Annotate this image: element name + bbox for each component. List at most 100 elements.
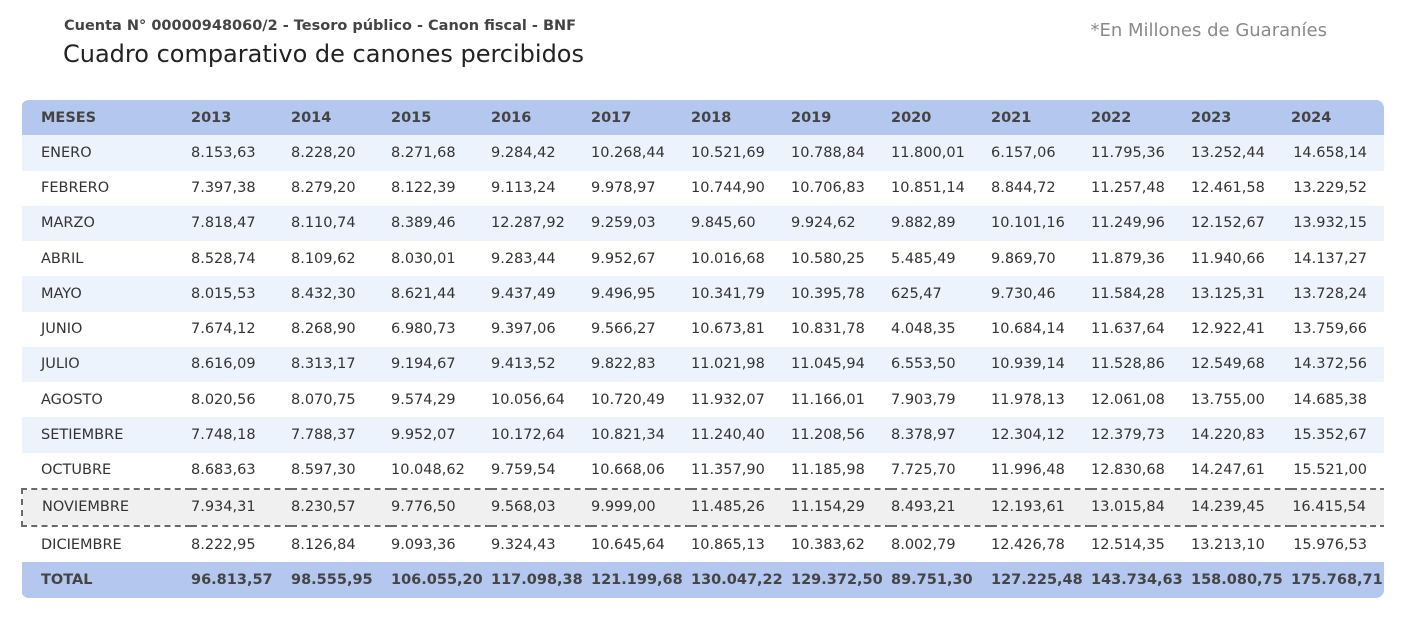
total-cell: 106.055,20 [391,571,483,588]
value-cell: 11.637,64 [1091,321,1165,338]
value-cell: 5.485,49 [891,250,956,267]
value-cell: 11.240,40 [691,426,765,443]
value-cell: 12.379,73 [1091,426,1165,443]
value-cell: 10.341,79 [691,285,765,302]
value-cell: 11.528,86 [1091,356,1165,373]
value-cell: 10.706,83 [791,180,865,197]
value-cell: 8.002,79 [891,536,956,553]
month-label: SETIEMBRE [41,426,124,443]
month-label: MAYO [41,285,82,302]
value-cell: 15.976,53 [1293,536,1367,553]
month-label: ABRIL [41,250,84,267]
table-row: DICIEMBRE 8.222,95 8.126,84 9.093,36 9.324,4… [22,526,1384,563]
value-cell: 13.125,31 [1191,285,1265,302]
value-cell: 10.645,64 [591,536,665,553]
total-cell: 143.734,63 [1091,571,1183,588]
value-cell: 7.934,31 [191,487,291,528]
value-cell: 9.869,70 [991,250,1056,267]
value-cell: 9.113,24 [491,180,556,197]
value-cell: 8.378,97 [891,426,956,443]
value-cell: 12.922,41 [1191,321,1265,338]
column-header-2023: 2023 [1191,109,1232,126]
value-cell: 11.166,01 [791,391,865,408]
value-cell: 9.759,54 [491,462,556,479]
column-header-2021: 2021 [991,109,1032,126]
value-cell: 8.126,84 [291,536,356,553]
value-cell: 8.020,56 [191,391,256,408]
value-cell: 10.851,14 [891,180,965,197]
month-label: OCTUBRE [41,462,112,479]
value-cell: 8.271,68 [391,144,456,161]
value-cell: 8.268,90 [291,321,356,338]
value-cell: 11.978,13 [991,391,1065,408]
value-cell: 9.568,03 [491,487,591,528]
value-cell: 7.674,12 [191,321,256,338]
value-cell: 11.800,01 [891,144,965,161]
month-label: ENERO [41,144,92,161]
value-cell: 10.684,14 [991,321,1065,338]
value-cell: 10.383,62 [791,536,865,553]
value-cell: 9.952,67 [591,250,656,267]
value-cell: 9.566,27 [591,321,656,338]
total-cell: 96.813,57 [191,571,273,588]
value-cell: 8.153,63 [191,144,256,161]
value-cell: 9.093,36 [391,536,456,553]
value-cell: 11.879,36 [1091,250,1165,267]
table-row: NOVIEMBRE 7.934,31 8.230,57 9.776,50 9.568,0… [21,487,1384,528]
value-cell: 9.574,29 [391,391,456,408]
value-cell: 9.730,46 [991,285,1056,302]
value-cell: 14.372,56 [1293,356,1367,373]
value-cell: 11.154,29 [791,487,891,528]
value-cell: 9.284,42 [491,144,556,161]
value-cell: 8.122,39 [391,180,456,197]
value-cell: 9.882,89 [891,215,956,232]
value-cell: 11.932,07 [691,391,765,408]
value-cell: 9.924,62 [791,215,856,232]
value-cell: 13.932,15 [1293,215,1367,232]
value-cell: 10.172,64 [491,426,565,443]
column-header-meses: MESES [41,109,97,126]
page-title: Cuadro comparativo de canones percibidos [63,40,584,68]
value-cell: 11.584,28 [1091,285,1165,302]
value-cell: 14.239,45 [1191,487,1291,528]
value-cell: 8.844,72 [991,180,1056,197]
column-header-2020: 2020 [891,109,932,126]
month-label: JUNIO [41,321,83,338]
value-cell: 9.283,44 [491,250,556,267]
value-cell: 11.795,36 [1091,144,1165,161]
table-row: JULIO 8.616,09 8.313,17 9.194,67 9.413,52 9.8… [22,346,1384,382]
value-cell: 9.822,83 [591,356,656,373]
value-cell: 12.461,58 [1191,180,1265,197]
month-label: MARZO [41,215,95,232]
month-label: JULIO [41,356,80,373]
value-cell: 11.357,90 [691,462,765,479]
month-label: DICIEMBRE [41,536,122,553]
column-header-2014: 2014 [291,109,332,126]
value-cell: 8.621,44 [391,285,456,302]
value-cell: 9.397,06 [491,321,556,338]
value-cell: 10.939,14 [991,356,1065,373]
value-cell: 11.021,98 [691,356,765,373]
value-cell: 10.821,34 [591,426,665,443]
value-cell: 14.220,83 [1191,426,1265,443]
value-cell: 12.549,68 [1191,356,1265,373]
value-cell: 11.996,48 [991,462,1065,479]
value-cell: 11.940,66 [1191,250,1265,267]
table-row: MARZO 7.818,47 8.110,74 8.389,46 12.287,92 9.… [22,205,1384,241]
value-cell: 6.157,06 [991,144,1056,161]
value-cell: 8.015,53 [191,285,256,302]
value-cell: 9.999,00 [591,487,691,528]
value-cell: 12.514,35 [1091,536,1165,553]
column-header-2024: 2024 [1291,109,1332,126]
value-cell: 11.045,94 [791,356,865,373]
value-cell: 6.980,73 [391,321,456,338]
value-cell: 9.194,67 [391,356,456,373]
value-cell: 9.324,43 [491,536,556,553]
value-cell: 14.658,14 [1293,144,1367,161]
value-cell: 9.496,95 [591,285,656,302]
value-cell: 7.725,70 [891,462,956,479]
value-cell: 9.776,50 [391,487,491,528]
month-label: FEBRERO [41,180,110,197]
value-cell: 12.193,61 [991,487,1091,528]
table-header-row: MESES 2013 2014 2015 2016 2017 2018 2019 2020 202… [22,100,1384,136]
